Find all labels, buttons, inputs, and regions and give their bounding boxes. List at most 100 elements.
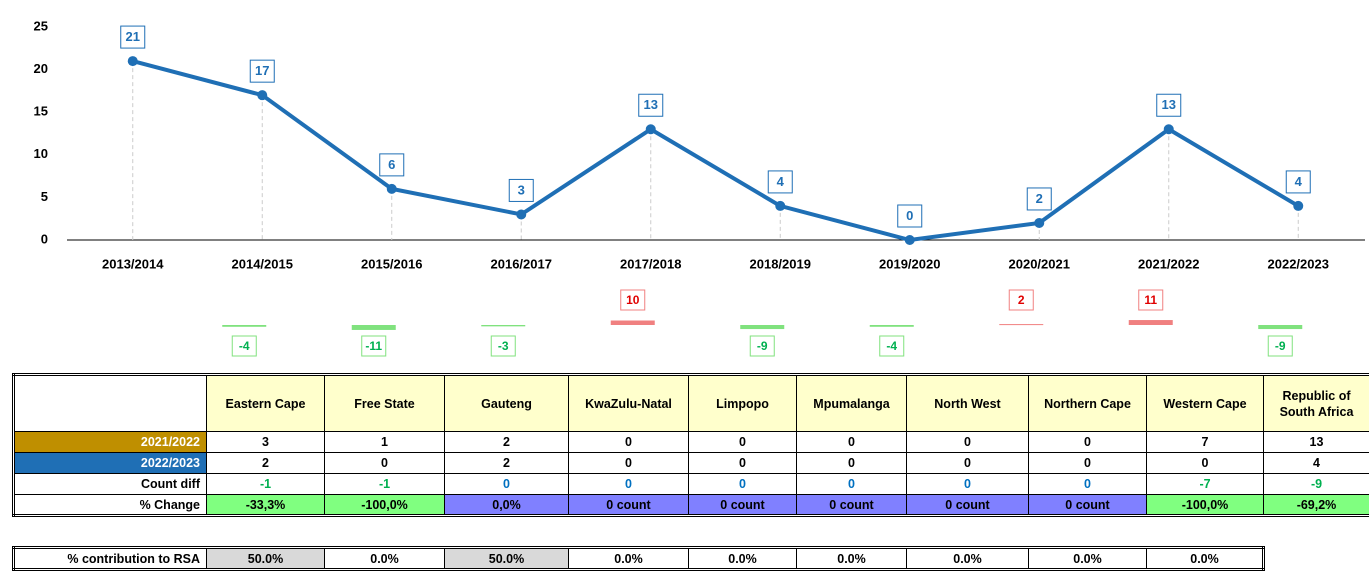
label-box: [1026, 187, 1052, 211]
row-label: 2021/2022: [13, 431, 207, 453]
series-line: [132, 59, 1300, 243]
cell: -1: [324, 473, 445, 495]
change-label: -4: [239, 339, 250, 353]
change-label: -3: [498, 339, 509, 353]
cell: 0: [1028, 431, 1147, 453]
x-tick-label: 2019/2020: [879, 256, 940, 271]
cell: 0 count: [688, 494, 797, 516]
x-tick-label: 2021/2022: [1138, 256, 1199, 271]
change-bar: [351, 325, 396, 330]
change-label-box: [490, 335, 516, 357]
cell: 0 count: [906, 494, 1029, 516]
point: [645, 124, 656, 135]
row: 2021/2022 3 1 2 0 0 0 0 0 7 13: [13, 431, 1369, 453]
cell: 0 count: [568, 494, 689, 516]
change-label: 11: [1144, 293, 1157, 307]
column-header: Free State: [324, 374, 445, 432]
cell: 0: [688, 431, 797, 453]
change-bar: [1258, 325, 1303, 330]
column-header: North West: [906, 374, 1029, 432]
cell: 0: [568, 431, 689, 453]
change-label: -9: [757, 339, 768, 353]
cell: 13: [1263, 431, 1369, 453]
change-bar: [869, 325, 914, 327]
change-bar: [1128, 320, 1173, 325]
contribution-table: % contribution to RSA 50.0% 0.0% 50.0% 0.0% 0…: [12, 546, 1265, 571]
label-box: [379, 153, 405, 177]
change-bar: [610, 320, 655, 325]
change-label: 10: [626, 293, 640, 307]
row: 2022/2023 2 0 2 0 0 0 0 0 0 4: [13, 452, 1369, 474]
change-label-box: [1008, 289, 1034, 311]
cell: -9: [1263, 473, 1369, 495]
cell: 0: [688, 452, 797, 474]
point: [257, 90, 268, 101]
data-label: 6: [388, 157, 395, 172]
change-label-box: [879, 335, 905, 357]
row: % contribution to RSA 50.0% 0.0% 50.0% 0.0% 0…: [13, 547, 1264, 570]
x-tick-label: 2017/2018: [620, 256, 681, 271]
column-header: Republic of South Africa: [1263, 374, 1369, 432]
label-box: [120, 25, 146, 49]
row-label: 2022/2023: [13, 452, 207, 474]
y-tick-label: 10: [34, 146, 48, 161]
point: [127, 56, 138, 67]
change-bar: [222, 325, 267, 327]
change-label: -4: [886, 339, 897, 353]
row: % Change -33,3% -100,0% 0,0% 0 count 0 count 0…: [13, 494, 1369, 516]
cell: -100,0%: [324, 494, 445, 516]
x-tick-label: 2018/2019: [750, 256, 811, 271]
cell: 0: [796, 431, 907, 453]
region-table: Eastern Cape Free State Gauteng KwaZulu-Nat…: [12, 373, 1369, 517]
data-label: 4: [1295, 174, 1303, 189]
column-header: Limpopo: [688, 374, 797, 432]
cell: 0: [906, 473, 1029, 495]
label-box: [638, 93, 664, 117]
y-tick-label: 15: [34, 104, 48, 119]
cell: 2: [206, 452, 325, 474]
cell: 4: [1263, 452, 1369, 474]
point: [904, 235, 915, 245]
data-label: 13: [644, 97, 658, 112]
header-row: Eastern Cape Free State Gauteng KwaZulu-Nat…: [14, 374, 1369, 432]
cell: 1: [324, 431, 445, 453]
y-tick-label: 20: [34, 61, 48, 76]
cell: 0: [324, 452, 445, 474]
point: [516, 209, 527, 220]
label-box: [249, 59, 275, 83]
cell: -1: [206, 473, 325, 495]
change-label-box: [620, 289, 646, 311]
cell: 0.0%: [688, 547, 797, 570]
data-label: 3: [518, 182, 525, 197]
x-tick-label: 2014/2015: [232, 256, 293, 271]
cell: 0: [568, 473, 689, 495]
cell: 0: [906, 431, 1029, 453]
cell: 0: [906, 452, 1029, 474]
data-label: 0: [906, 208, 913, 223]
cell: 0.0%: [1028, 547, 1147, 570]
y-tick-label: 25: [34, 18, 48, 33]
label-box: [897, 204, 923, 228]
change-label: -9: [1275, 339, 1286, 353]
change-label: 2: [1018, 293, 1025, 307]
cell: 2: [444, 452, 569, 474]
change-label-box: [361, 335, 387, 357]
change-label-box: [231, 335, 257, 357]
column-header: Northern Cape: [1028, 374, 1147, 432]
row-label: % contribution to RSA: [13, 547, 207, 570]
column-header: KwaZulu-Natal: [568, 374, 689, 432]
point: [775, 200, 786, 211]
blank: [14, 375, 207, 432]
x-tick-label: 2013/2014: [102, 256, 164, 271]
change-label: -11: [365, 339, 382, 353]
column-header: Gauteng: [444, 374, 569, 432]
x-tick-label: 2016/2017: [491, 256, 552, 271]
x-tick-label: 2020/2021: [1009, 256, 1070, 271]
cell: 3: [206, 431, 325, 453]
change-bar: [740, 325, 785, 330]
cell: 0: [568, 452, 689, 474]
cell: 0.0%: [324, 547, 445, 570]
cell: 0 count: [796, 494, 907, 516]
